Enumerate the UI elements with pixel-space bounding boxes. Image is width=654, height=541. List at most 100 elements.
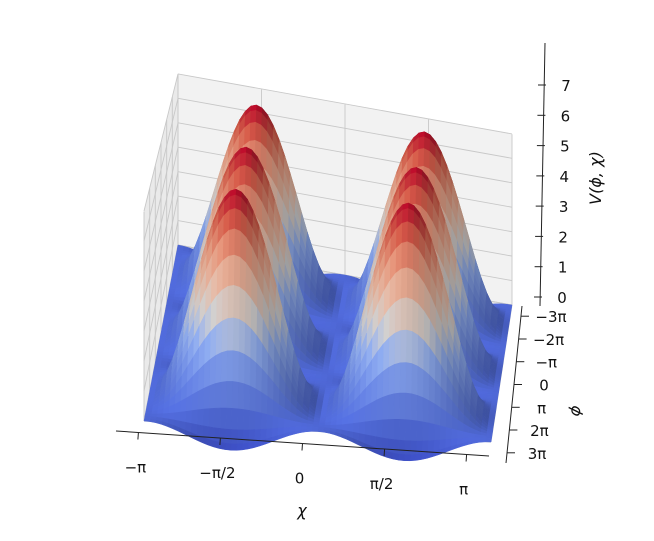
surface-facet — [185, 410, 192, 424]
surface-facet — [162, 352, 169, 356]
surface-facet — [239, 152, 246, 167]
y-axis-label: ϕ — [564, 403, 585, 419]
surface-facet — [382, 367, 389, 398]
x-tick-label: −π/2 — [199, 464, 235, 482]
surface-facet — [347, 317, 355, 323]
surface-facet — [233, 228, 241, 258]
surface-facet — [215, 320, 223, 356]
surface-facet — [214, 381, 222, 409]
surface-facet — [232, 350, 239, 383]
surface-facet — [242, 442, 249, 451]
y-tick-label: −π — [535, 354, 557, 372]
surface — [143, 104, 513, 462]
surface-facet — [417, 334, 424, 371]
surface-facet — [311, 428, 319, 432]
surface-facet — [417, 136, 425, 150]
surface-facet — [400, 297, 407, 331]
z-axis-label: V(ϕ, χ) — [586, 151, 605, 205]
surface-facet — [197, 388, 204, 411]
surface-facet — [411, 331, 419, 367]
surface-facet — [488, 344, 495, 349]
surface-facet — [468, 432, 475, 439]
x-axis-label: χ — [296, 501, 307, 520]
surface-facet — [395, 242, 402, 274]
surface-facet — [314, 378, 322, 382]
surface-facet — [260, 391, 268, 415]
surface-facet — [394, 330, 401, 365]
surface-facet — [486, 395, 493, 399]
surface-facet — [317, 429, 324, 433]
surface-facet — [415, 440, 423, 455]
surface-facet — [375, 419, 383, 439]
surface-facet — [231, 381, 239, 410]
surface-facet — [242, 429, 250, 444]
surface-facet — [157, 347, 165, 351]
surface-facet — [173, 411, 181, 422]
surface-facet — [401, 208, 409, 224]
surface-facet — [249, 110, 257, 124]
z-tick-label: 2 — [558, 228, 568, 246]
surface-facet — [208, 383, 216, 409]
surface-facet — [427, 422, 435, 441]
z-tick-label: 1 — [558, 259, 568, 277]
surface-facet — [213, 427, 221, 443]
surface-facet — [398, 439, 406, 455]
surface-facet — [433, 403, 441, 426]
surface-facet — [392, 452, 400, 461]
surface-facet — [179, 293, 186, 299]
surface-facet — [433, 423, 441, 441]
surface-facet — [247, 441, 255, 450]
surface-facet — [196, 408, 204, 426]
surface-facet — [248, 429, 255, 444]
surface-facet — [428, 400, 435, 425]
x-tick-mark — [137, 432, 139, 440]
surface-facet — [229, 194, 236, 211]
y-tick-label: 0 — [539, 377, 549, 395]
x-tick-mark — [219, 437, 221, 446]
surface-facet — [226, 317, 234, 352]
surface-facet — [221, 318, 228, 353]
surface-facet — [164, 313, 171, 317]
surface-facet — [220, 350, 228, 383]
surface-facet — [409, 454, 417, 462]
surface-facet — [244, 291, 252, 329]
surface-facet — [486, 391, 494, 395]
surface-facet — [381, 419, 389, 439]
surface-facet — [352, 422, 360, 434]
surface-facet — [227, 285, 234, 319]
z-grid-back — [177, 73, 513, 135]
surface-facet — [423, 148, 430, 170]
surface-facet — [400, 241, 408, 270]
surface-facet — [243, 383, 251, 411]
surface-facet — [190, 409, 198, 425]
surface-facet — [238, 165, 246, 186]
surface-facet — [191, 391, 199, 411]
surface-facet — [406, 297, 413, 332]
surface-facet — [407, 221, 414, 245]
surface-facet — [404, 440, 411, 455]
surface-facet — [411, 363, 418, 396]
y-tick-label: −2π — [533, 331, 564, 349]
surface-facet — [319, 320, 326, 325]
x-tick-label: 0 — [295, 470, 305, 488]
surface-facet — [228, 228, 235, 257]
surface-facet — [412, 269, 419, 305]
x-tick-mark — [301, 443, 303, 451]
surface-facet — [224, 442, 232, 451]
surface-facet — [462, 431, 470, 439]
x-tick-label: π — [459, 481, 468, 499]
surface-facet — [405, 362, 412, 394]
surface-facet — [399, 362, 407, 394]
surface-facet — [473, 439, 480, 444]
surface-facet — [254, 388, 262, 414]
surface-facet — [207, 438, 215, 448]
surface-facet — [233, 254, 241, 288]
surface-facet — [277, 417, 285, 429]
surface-facet — [370, 399, 377, 422]
surface-facet — [202, 385, 210, 410]
surface-facet — [388, 302, 396, 339]
surface-facet — [415, 184, 422, 207]
surface-facet — [411, 299, 419, 336]
surface-facet — [484, 439, 492, 443]
surface-facet — [401, 221, 408, 244]
